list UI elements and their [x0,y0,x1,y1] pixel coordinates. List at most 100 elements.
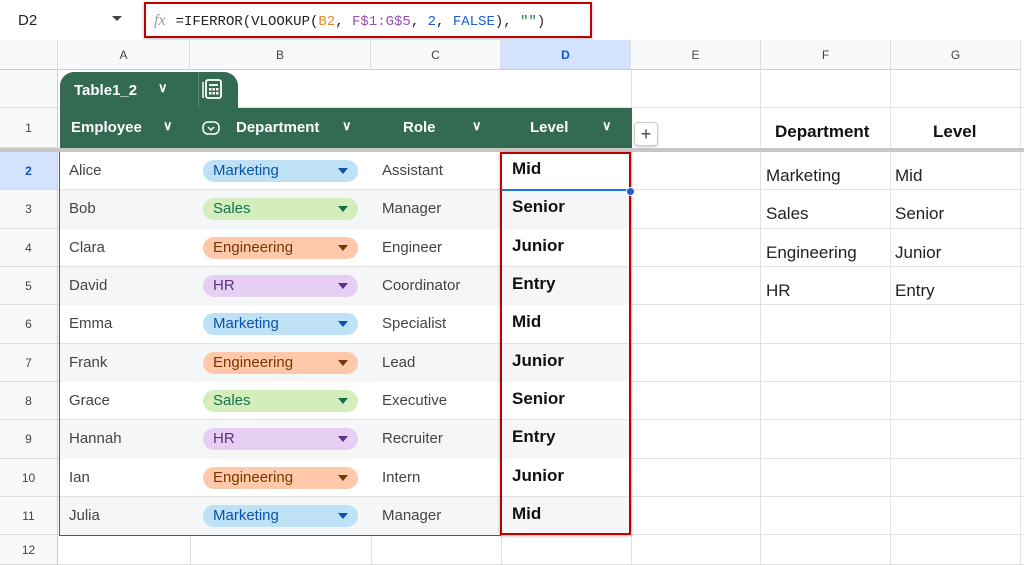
employee-cell[interactable]: Grace [69,392,110,409]
role-cell[interactable]: Executive [382,392,448,409]
employee-cell[interactable]: Julia [69,507,100,524]
role-cell[interactable]: Coordinator [382,277,461,294]
dropdown-arrow-icon[interactable] [338,398,348,404]
column-header-B[interactable]: B [190,40,371,70]
department-chip[interactable]: Engineering [203,352,358,374]
row-header-5[interactable]: 5 [0,267,58,305]
row-header-blank[interactable] [0,70,58,108]
lookup-level-cell[interactable]: Senior [895,204,945,223]
employee-cell[interactable]: Bob [69,200,96,217]
calculator-icon[interactable] [202,78,224,100]
department-chip[interactable]: Marketing [203,160,358,182]
level-cell[interactable]: Junior [512,351,564,370]
header-department[interactable]: Department [236,119,320,136]
row-header-7[interactable]: 7 [0,344,58,382]
role-cell[interactable]: Lead [382,354,416,371]
department-chip[interactable]: Engineering [203,237,358,259]
dropdown-arrow-icon[interactable] [338,360,348,366]
lookup-department-cell[interactable]: Marketing [766,166,841,185]
column-header-F[interactable]: F [761,40,891,70]
role-cell[interactable]: Recruiter [382,430,443,447]
column-header-G[interactable]: G [891,40,1021,70]
gridline [58,343,1024,344]
level-cell[interactable]: Mid [512,312,542,331]
header-employee[interactable]: Employee [71,119,142,136]
dropdown-arrow-icon[interactable] [338,513,348,519]
column-header-E[interactable]: E [631,40,761,70]
lookup-level-cell[interactable]: Mid [895,166,923,185]
dropdown-arrow-icon[interactable] [338,245,348,251]
fill-handle[interactable] [626,187,635,196]
row-header-2[interactable]: 2 [0,152,58,190]
header-role[interactable]: Role [403,119,436,136]
role-cell[interactable]: Intern [382,469,421,486]
name-box[interactable]: D2 [0,0,140,40]
row-header-12[interactable]: 12 [0,535,58,565]
employee-cell[interactable]: Emma [69,315,113,332]
dropdown-arrow-icon[interactable] [338,475,348,481]
employee-cell[interactable]: Ian [69,469,90,486]
row-header-9[interactable]: 9 [0,420,58,459]
chevron-down-icon[interactable]: ∨ [158,80,168,95]
row-header-11[interactable]: 11 [0,497,58,535]
level-cell[interactable]: Senior [512,389,565,408]
highlight-box [500,152,631,535]
department-chip[interactable]: HR [203,428,358,450]
lookup-department-cell[interactable]: Engineering [766,243,857,262]
level-cell[interactable]: Entry [512,427,556,446]
dropdown-arrow-icon[interactable] [112,16,122,21]
row-header-10[interactable]: 10 [0,459,58,497]
level-cell[interactable]: Junior [512,466,564,485]
dropdown-arrow-icon[interactable] [338,436,348,442]
chevron-down-icon[interactable]: ∨ [163,118,173,133]
department-chip[interactable]: HR [203,275,358,297]
column-header-A[interactable]: A [58,40,190,70]
lookup-header-department[interactable]: Department [775,122,870,141]
select-all-corner[interactable] [0,40,58,70]
level-cell[interactable]: Mid [512,504,542,523]
department-chip[interactable]: Marketing [203,505,358,527]
dropdown-arrow-icon[interactable] [338,321,348,327]
formula-bar[interactable]: fx =IFERROR(VLOOKUP(B2, F$1:G$5, 2, FALSE… [144,2,592,38]
level-cell[interactable]: Entry [512,274,556,293]
level-cell[interactable]: Senior [512,197,565,216]
role-cell[interactable]: Specialist [382,315,447,332]
employee-cell[interactable]: Frank [69,354,108,371]
level-cell[interactable]: Junior [512,236,564,255]
role-cell[interactable]: Manager [382,200,442,217]
department-chip[interactable]: Sales [203,198,358,220]
lookup-level-cell[interactable]: Junior [895,243,942,262]
row-header-6[interactable]: 6 [0,305,58,344]
frozen-row-divider[interactable] [0,148,1024,152]
dropdown-arrow-icon[interactable] [338,168,348,174]
add-column-button[interactable]: + [634,122,658,146]
department-chip[interactable]: Engineering [203,467,358,489]
employee-cell[interactable]: Hannah [69,430,122,447]
chevron-down-icon[interactable]: ∨ [472,118,482,133]
dropdown-arrow-icon[interactable] [338,206,348,212]
level-cell[interactable]: Mid [512,159,542,178]
row-header-4[interactable]: 4 [0,229,58,267]
department-chip[interactable]: Sales [203,390,358,412]
table-name-tab[interactable]: Table1_2 ∨ [60,72,238,108]
department-chip[interactable]: Marketing [203,313,358,335]
column-header-D[interactable]: D [501,40,631,70]
lookup-department-cell[interactable]: Sales [766,204,809,223]
role-cell[interactable]: Assistant [382,162,443,179]
employee-cell[interactable]: David [69,277,108,294]
row-header-8[interactable]: 8 [0,382,58,420]
dropdown-arrow-icon[interactable] [338,283,348,289]
role-cell[interactable]: Engineer [382,239,443,256]
header-level[interactable]: Level [530,119,569,136]
chevron-down-icon[interactable]: ∨ [342,118,352,133]
lookup-header-level[interactable]: Level [933,122,977,141]
chevron-down-icon[interactable]: ∨ [602,118,612,133]
lookup-department-cell[interactable]: HR [766,281,791,300]
row-header-1[interactable]: 1 [0,108,58,148]
row-header-3[interactable]: 3 [0,190,58,229]
employee-cell[interactable]: Alice [69,162,102,179]
role-cell[interactable]: Manager [382,507,442,524]
employee-cell[interactable]: Clara [69,239,105,256]
lookup-level-cell[interactable]: Entry [895,281,935,300]
column-header-C[interactable]: C [371,40,501,70]
